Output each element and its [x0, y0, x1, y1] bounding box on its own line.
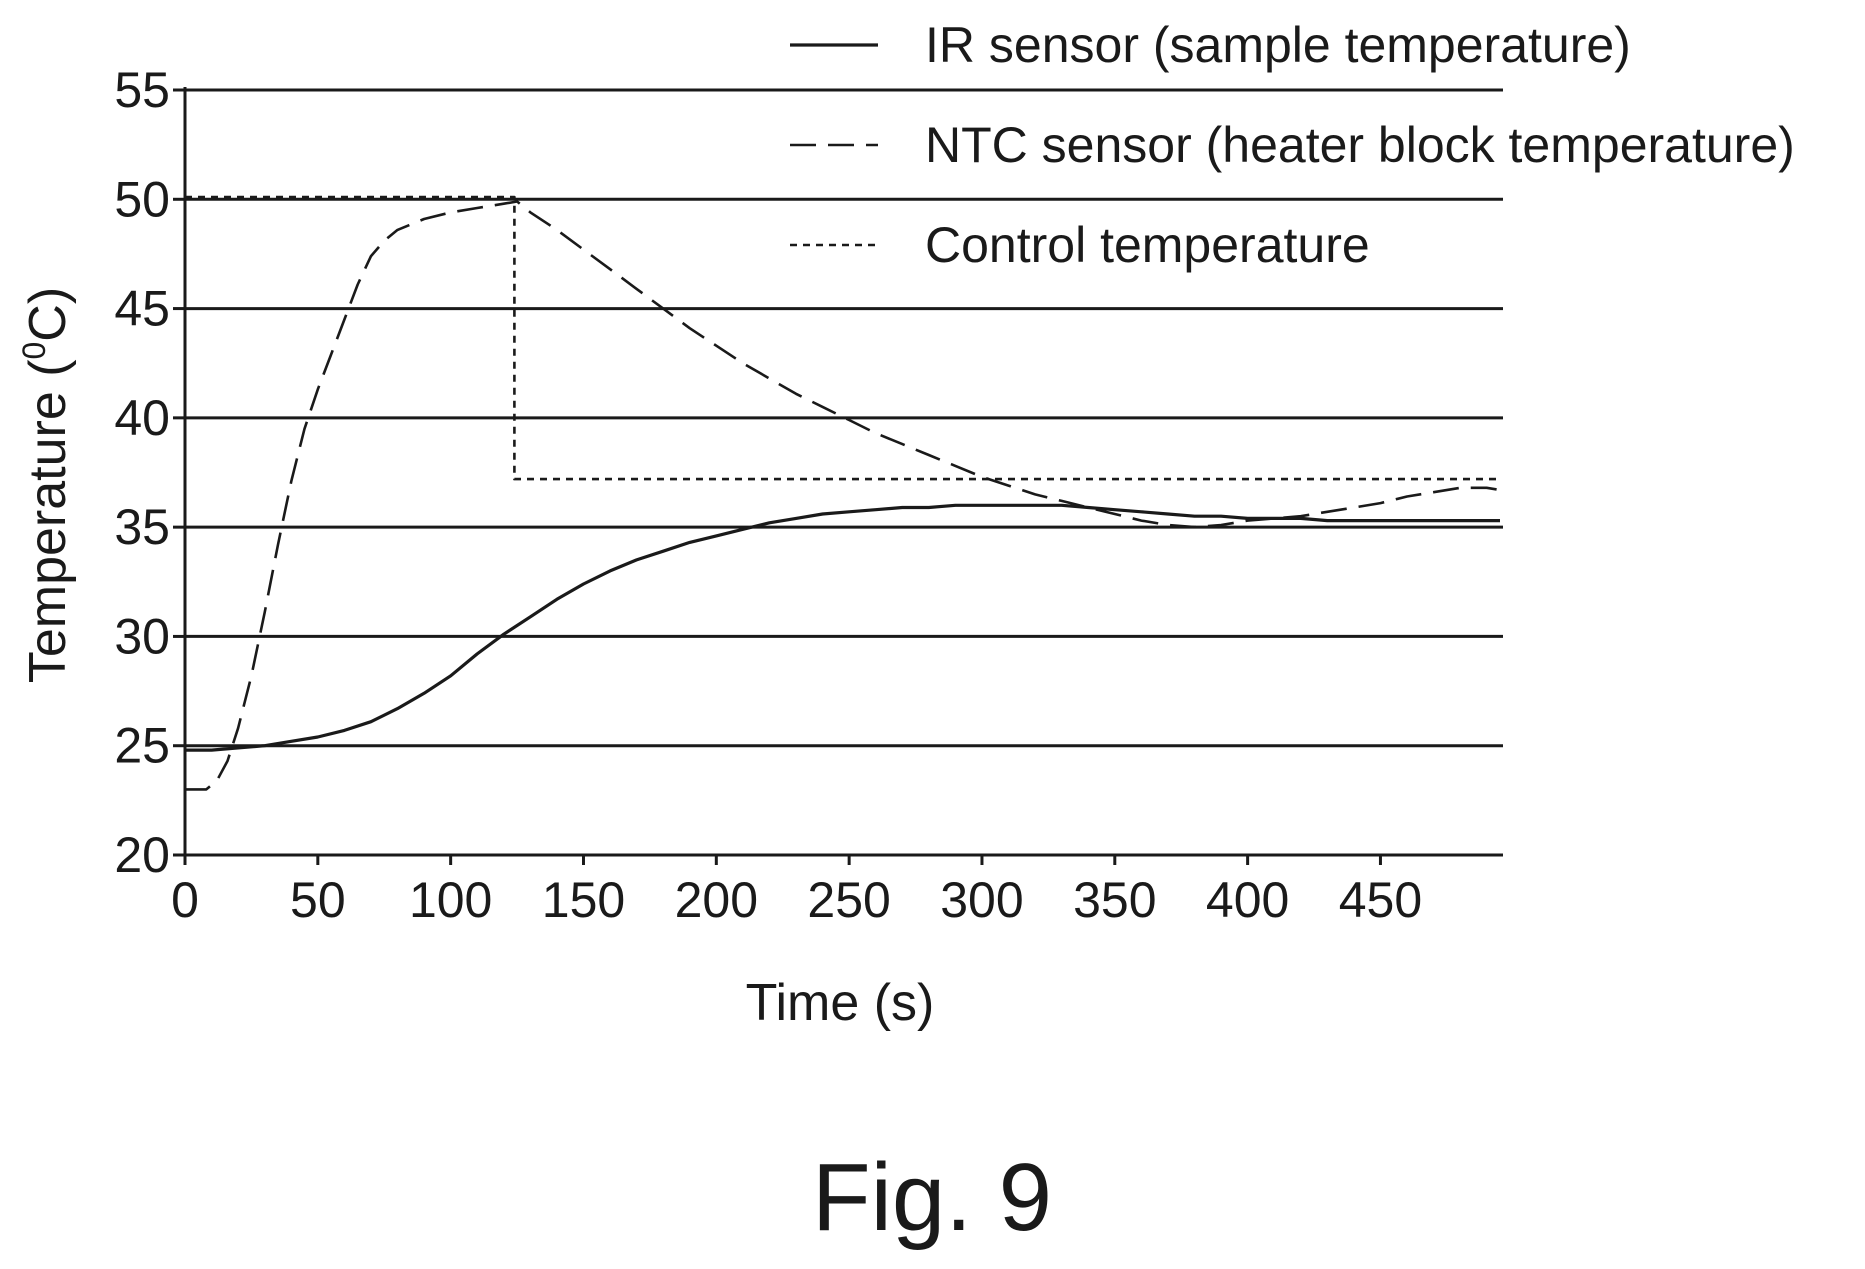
y-tick-labels: 20 25 30 35 40 45 50 55 [114, 62, 170, 883]
x-tick-label: 150 [542, 872, 625, 928]
series-line-solid [185, 503, 1500, 752]
x-tick-label: 200 [675, 872, 758, 928]
y-tick-label: 55 [114, 62, 170, 118]
y-axis-title: Temperature (0C) [16, 287, 77, 683]
x-tick-label: 250 [807, 872, 890, 928]
legend-label: NTC sensor (heater block temperature) [925, 117, 1795, 173]
x-axis-title: Time (s) [746, 974, 935, 1032]
legend-label: Control temperature [925, 217, 1370, 273]
series-line-dotted [185, 195, 1500, 481]
x-tick-label: 400 [1206, 872, 1289, 928]
x-tick-label: 0 [171, 872, 199, 928]
y-tick-label: 20 [114, 827, 170, 883]
x-tick-labels: 0 50 100 150 200 250 300 350 400 450 [171, 872, 1422, 928]
x-tick-label: 50 [290, 872, 346, 928]
y-tick-label: 40 [114, 390, 170, 446]
y-axis-title-end: C) [19, 287, 77, 342]
y-tick-label: 25 [114, 718, 170, 774]
grid-lines [185, 88, 1503, 748]
x-tick-label: 300 [940, 872, 1023, 928]
legend: IR sensor (sample temperature) NTC sensor… [790, 17, 1795, 273]
x-tick-label: 450 [1339, 872, 1422, 928]
y-tick-label: 30 [114, 608, 170, 664]
legend-label: IR sensor (sample temperature) [925, 17, 1631, 73]
y-axis-title-main: Temperature ( [19, 359, 77, 683]
series-line-dashed [185, 200, 1501, 791]
y-tick-label: 45 [114, 281, 170, 337]
y-axis-title-superscript: 0 [16, 342, 52, 360]
x-tick-label: 100 [409, 872, 492, 928]
x-tick-label: 350 [1073, 872, 1156, 928]
y-tick-label: 35 [114, 499, 170, 555]
y-tick-label: 50 [114, 171, 170, 227]
axes [173, 87, 1503, 865]
series-lines [185, 195, 1501, 791]
figure-caption: Fig. 9 [812, 1144, 1052, 1251]
